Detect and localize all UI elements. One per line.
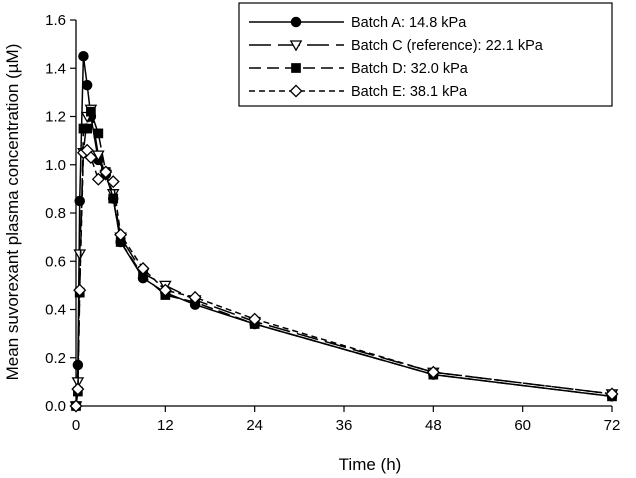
data-point <box>605 387 619 401</box>
y-tick-label: 0.0 <box>45 398 66 415</box>
x-tick-label: 24 <box>246 417 263 434</box>
legend-marker <box>289 84 303 98</box>
axes: 0.0 0.2 0.4 0.6 0.8 1.0 1.2 1.4 1.6 0 12 24 36 48 60 72 <box>45 12 620 434</box>
legend-label: Batch C (reference): 22.1 kPa <box>351 38 544 54</box>
legend: Batch A: 14.8 kPa Batch C (reference): 22… <box>238 2 613 107</box>
data-point <box>114 228 128 242</box>
legend-label: Batch A: 14.8 kPa <box>351 15 467 31</box>
legend-item: Batch C (reference): 22.1 kPa <box>249 38 544 54</box>
series-line <box>75 108 613 407</box>
data-point <box>92 150 105 162</box>
legend-label: Batch D: 32.0 kPa <box>351 61 469 77</box>
data-point <box>82 123 93 134</box>
data-point <box>158 283 172 297</box>
data-point <box>108 193 119 204</box>
series-2 <box>69 104 619 413</box>
series-line <box>75 149 613 407</box>
data-point <box>81 79 93 91</box>
data-point <box>71 382 85 396</box>
legend-item: Batch A: 14.8 kPa <box>249 15 467 31</box>
x-tick-label: 72 <box>604 417 621 434</box>
y-axis-title: Mean suvorexant plasma concentration (µM… <box>3 44 22 381</box>
data-point <box>78 50 89 62</box>
legend-item: Batch D: 32.0 kPa <box>249 61 469 77</box>
legend-box <box>238 2 613 107</box>
data-point <box>248 312 262 326</box>
series-3 <box>71 106 617 411</box>
y-tick-label: 0.8 <box>45 205 66 222</box>
data-point <box>99 165 113 179</box>
data-point <box>93 128 104 139</box>
legend-label: Batch E: 38.1 kPa <box>351 84 468 100</box>
series-4 <box>69 143 619 413</box>
legend-marker <box>291 63 301 73</box>
y-tick-label: 1.0 <box>45 157 66 174</box>
x-axis-title: Time (h) <box>339 455 402 474</box>
data-point <box>74 195 85 207</box>
data-point <box>136 261 150 276</box>
x-tick-label: 0 <box>72 417 80 434</box>
data-point <box>106 175 120 189</box>
y-tick-label: 1.4 <box>45 60 66 77</box>
data-point <box>84 150 98 165</box>
x-tick-label: 12 <box>157 417 174 434</box>
series-group <box>69 50 619 413</box>
y-tick-label: 1.6 <box>45 12 66 29</box>
y-tick-label: 0.2 <box>45 350 66 367</box>
y-tick-label: 0.6 <box>45 253 66 270</box>
data-point <box>426 365 440 379</box>
data-point <box>69 399 83 413</box>
legend-marker <box>289 40 303 52</box>
x-tick-label: 60 <box>514 417 531 434</box>
legend-item: Batch E: 38.1 kPa <box>249 84 468 100</box>
y-tick-label: 0.4 <box>45 302 66 319</box>
series-line <box>75 56 613 407</box>
data-point <box>188 290 202 304</box>
data-point <box>73 249 87 261</box>
legend-marker <box>290 16 302 28</box>
x-tick-label: 36 <box>336 417 353 434</box>
data-point <box>91 172 105 186</box>
data-point <box>73 283 87 297</box>
x-tick-label: 48 <box>425 417 442 434</box>
series-line <box>75 106 613 407</box>
y-tick-label: 1.2 <box>45 109 66 126</box>
data-point <box>86 106 96 117</box>
